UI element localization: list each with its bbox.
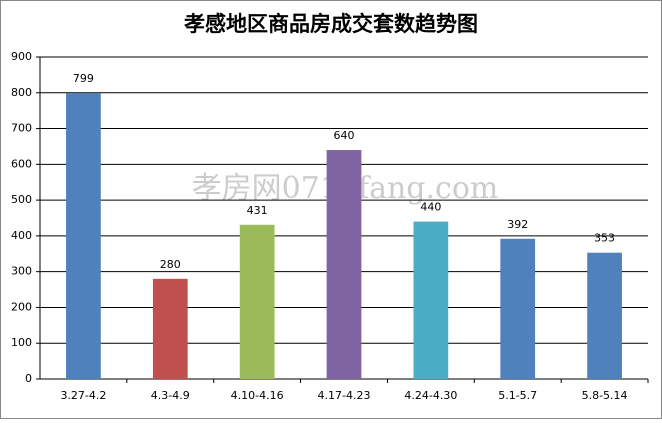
bar [500, 238, 536, 379]
data-label: 392 [507, 218, 528, 231]
data-label: 640 [334, 129, 355, 142]
x-tick-label: 4.24-4.30 [404, 389, 457, 402]
data-label: 440 [420, 201, 441, 214]
y-tick-label: 400 [11, 229, 32, 242]
x-tick-label: 4.17-4.23 [318, 389, 371, 402]
y-tick-label: 500 [11, 193, 32, 206]
x-tick-label: 4.10-4.16 [231, 389, 284, 402]
y-tick-label: 300 [11, 265, 32, 278]
y-tick-label: 700 [11, 122, 32, 135]
data-label: 353 [594, 232, 615, 245]
y-tick-label: 100 [11, 336, 32, 349]
y-tick-label: 900 [11, 50, 32, 63]
x-tick-label: 5.8-5.14 [582, 389, 628, 402]
bar [66, 93, 101, 379]
bar [587, 252, 622, 379]
x-tick-label: 5.1-5.7 [498, 389, 537, 402]
bar [413, 221, 449, 379]
bar [152, 278, 188, 379]
bar [326, 150, 362, 379]
chart-title: 孝感地区商品房成交套数趋势图 [184, 12, 478, 36]
data-label: 280 [160, 258, 181, 271]
bar [239, 224, 275, 379]
data-label: 431 [247, 204, 268, 217]
y-tick-label: 600 [11, 157, 32, 170]
y-tick-label: 0 [25, 372, 32, 385]
y-tick-label: 200 [11, 300, 32, 313]
x-tick-label: 4.3-4.9 [151, 389, 190, 402]
x-tick-label: 3.27-4.2 [60, 389, 106, 402]
y-tick-label: 800 [11, 86, 32, 99]
data-label: 799 [73, 72, 94, 85]
